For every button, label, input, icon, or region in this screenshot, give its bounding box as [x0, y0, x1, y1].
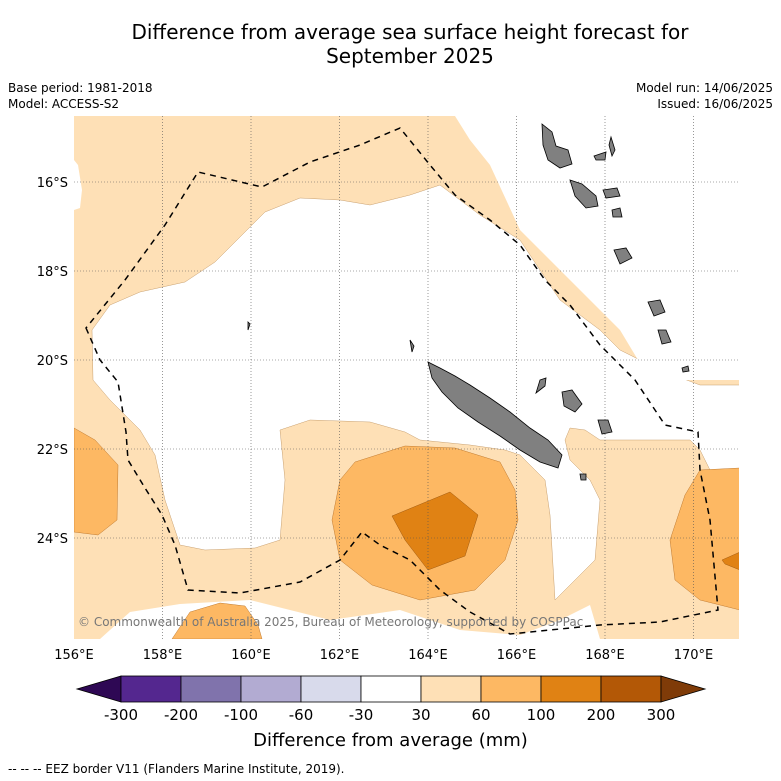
new-caledonia	[427, 361, 563, 469]
vanuatu-ambrym	[602, 187, 621, 199]
lat-tick-22s: 22°S	[37, 443, 68, 458]
lon-tick-166: 166°E	[497, 648, 537, 663]
vanuatu-ambae	[593, 151, 607, 161]
vanuatu-espiritu-santo	[541, 123, 573, 169]
eez-footnote: -- -- -- EEZ border V11 (Flanders Marine…	[8, 762, 345, 776]
issued-date: Issued: 16/06/2025	[657, 97, 773, 111]
vanuatu-aneityum	[681, 365, 690, 373]
lat-tick-24s: 24°S	[37, 532, 68, 547]
lon-tick-170: 170°E	[674, 648, 714, 663]
colorbar-segment	[480, 675, 542, 703]
colorbar-tick-label: -60	[289, 706, 314, 724]
lat-tick-labels: 16°S 18°S 20°S 22°S 24°S	[37, 176, 68, 547]
loyalty-mare	[597, 419, 613, 435]
colorbar-segment	[360, 675, 422, 703]
colorbar-arrow-max	[660, 675, 707, 703]
eez-border	[85, 127, 719, 635]
colorbar-segment	[120, 675, 182, 703]
colorbar-tick-label: -300	[104, 706, 138, 724]
chart-title: Difference from average sea surface heig…	[60, 20, 760, 68]
loyalty-ouvea	[535, 377, 547, 395]
anomaly-100-200-center	[391, 491, 479, 571]
white-region-northwest	[74, 160, 82, 210]
colorbar-segment	[420, 675, 482, 703]
vanuatu-malekula	[569, 179, 599, 209]
lat-tick-18s: 18°S	[37, 265, 68, 280]
title-line-1: Difference from average sea surface heig…	[131, 20, 689, 44]
copyright-notice: © Commonwealth of Australia 2025, Bureau…	[78, 615, 583, 629]
anomaly-60-100-southwest	[171, 602, 263, 639]
colorbar-segment	[240, 675, 302, 703]
gridlines	[74, 116, 739, 639]
colorbar-tick-label: -200	[164, 706, 198, 724]
model-name: Model: ACCESS-S2	[8, 97, 120, 111]
colorbar-tick-label: 60	[471, 706, 490, 724]
base-period: Base period: 1981-2018	[8, 81, 153, 95]
map-area: © Commonwealth of Australia 2025, Bureau…	[74, 116, 739, 639]
colorbar-tick-label: -100	[224, 706, 258, 724]
lon-tick-168: 168°E	[585, 648, 625, 663]
colorbar-title: Difference from average (mm)	[253, 730, 528, 751]
colorbar-segment	[180, 675, 242, 703]
anomaly-60-100-east	[669, 467, 739, 611]
colorbar: -300 -200 -100 -60 -30 30 60 100 200 300	[75, 675, 707, 724]
lon-tick-158: 158°E	[143, 648, 183, 663]
colorbar-tick-label: 200	[587, 706, 616, 724]
model-run: Model run: 14/06/2025	[635, 81, 773, 95]
anomaly-60-100-west	[74, 427, 119, 536]
chesterfield-reef	[247, 321, 251, 331]
colorbar-tick-label: 300	[647, 706, 676, 724]
colorbar-segment	[540, 675, 602, 703]
lon-tick-162: 162°E	[320, 648, 360, 663]
anomaly-100-200-east	[721, 552, 739, 570]
title-line-2: September 2025	[326, 44, 494, 68]
belep-islands	[409, 339, 415, 353]
meta-left: Base period: 1981-2018 Model: ACCESS-S2	[8, 80, 153, 112]
colorbar-tick-label: 100	[527, 706, 556, 724]
lon-tick-labels: 156°E 158°E 160°E 162°E 164°E 166°E 168°…	[54, 648, 713, 663]
colorbar-tick-label: 30	[411, 706, 430, 724]
near-average-region	[91, 184, 739, 601]
lon-tick-160: 160°E	[231, 648, 271, 663]
land-masses	[247, 123, 690, 481]
colorbar-segment	[600, 675, 662, 703]
meta-right: Model run: 14/06/2025 Issued: 16/06/2025	[636, 80, 773, 112]
lat-tick-16s: 16°S	[37, 176, 68, 191]
vanuatu-pentecost	[608, 135, 616, 158]
vanuatu-epi	[611, 207, 623, 218]
colorbar-arrow-min	[75, 675, 122, 703]
lon-tick-164: 164°E	[408, 648, 448, 663]
colorbar-segment	[300, 675, 362, 703]
isle-of-pines	[579, 473, 587, 481]
lat-tick-20s: 20°S	[37, 354, 68, 369]
vanuatu-efate	[613, 247, 633, 265]
vanuatu-erromango	[647, 299, 666, 317]
loyalty-lifou	[561, 389, 583, 413]
lon-tick-156: 156°E	[54, 648, 94, 663]
colorbar-tick-label: -30	[349, 706, 374, 724]
vanuatu-tanna	[657, 329, 672, 345]
